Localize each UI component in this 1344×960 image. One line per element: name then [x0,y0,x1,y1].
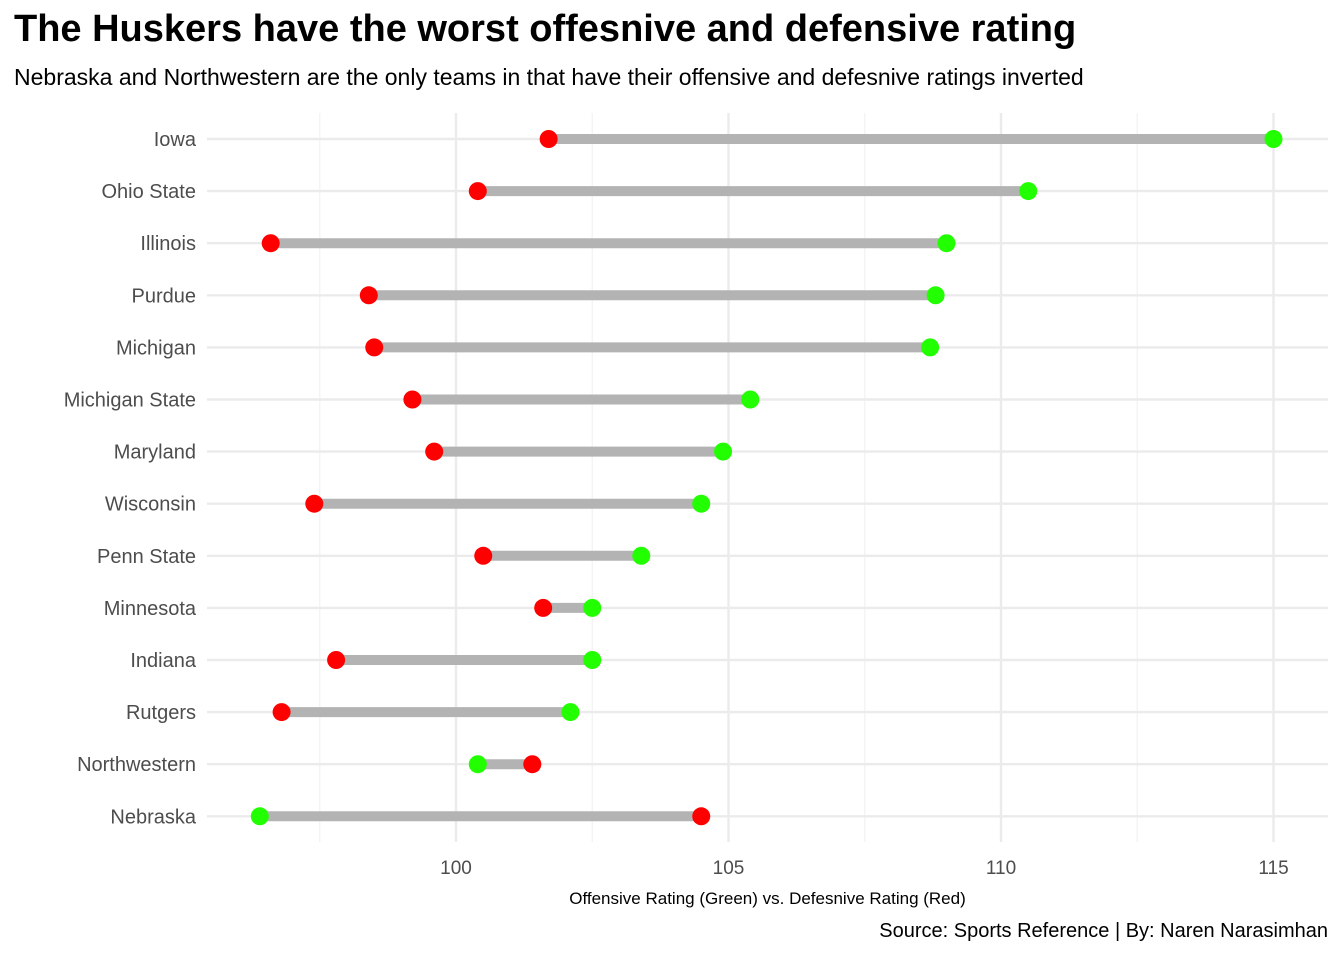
offensive-rating-point [921,338,940,357]
defensive-rating-point [425,442,444,461]
defensive-rating-point [261,234,280,253]
x-tick-label: 115 [1258,858,1288,879]
y-tick-label: Indiana [130,650,196,672]
chart-subtitle: Nebraska and Northwestern are the only t… [14,64,1084,90]
defensive-rating-point [403,390,422,409]
x-tick-label: 100 [440,858,472,879]
y-tick-label: Rutgers [126,702,196,724]
y-tick-label: Penn State [97,546,196,568]
defensive-rating-point [327,651,346,669]
segment-layer [259,134,1274,822]
chart-title: The Huskers have the worst offesnive and… [14,8,1077,50]
x-tick-label: 105 [713,858,745,879]
label-layer: 100 105 110 115 Iowa Ohio State Illinois Purdue… [64,129,1289,879]
offensive-rating-point [741,390,760,409]
y-tick-label: Illinois [140,233,196,255]
defensive-rating-point [272,703,291,722]
y-tick-label: Northwestern [77,754,196,776]
y-tick-label: Wisconsin [105,494,196,516]
offensive-rating-point [1019,182,1038,201]
defensive-rating-point [534,598,553,617]
y-tick-label: Nebraska [110,806,196,828]
offensive-rating-point [468,755,487,774]
offensive-rating-point [632,546,651,565]
defensive-rating-point [359,286,378,305]
offensive-rating-point [583,651,602,669]
x-tick-label: 110 [986,858,1016,879]
y-tick-label: Minnesota [104,598,197,620]
offensive-rating-point [926,286,945,305]
defensive-rating-point [539,130,558,148]
y-tick-label: Ohio State [101,181,196,203]
offensive-rating-point [583,598,602,617]
defensive-rating-point [692,807,711,826]
defensive-rating-point [474,546,493,565]
defensive-rating-point [468,182,487,201]
defensive-rating-point [305,494,324,513]
offensive-rating-point [692,494,711,513]
y-tick-label: Maryland [114,442,196,464]
offensive-rating-point [561,703,580,722]
x-axis-title: Offensive Rating (Green) vs. Defesnive R… [569,889,966,908]
defensive-rating-point [523,755,542,774]
offensive-rating-point [1264,130,1283,148]
grid-layer [207,113,1328,842]
defensive-rating-point [365,338,384,357]
offensive-rating-point [714,442,733,461]
offensive-rating-point [937,234,956,253]
y-tick-label: Purdue [132,285,197,307]
offensive-rating-point [250,807,269,826]
y-tick-label: Michigan State [64,390,196,412]
point-layer [250,130,1283,826]
chart-caption: Source: Sports Reference | By: Naren Nar… [879,920,1328,942]
y-tick-label: Michigan [116,337,196,359]
y-tick-label: Iowa [154,129,197,151]
